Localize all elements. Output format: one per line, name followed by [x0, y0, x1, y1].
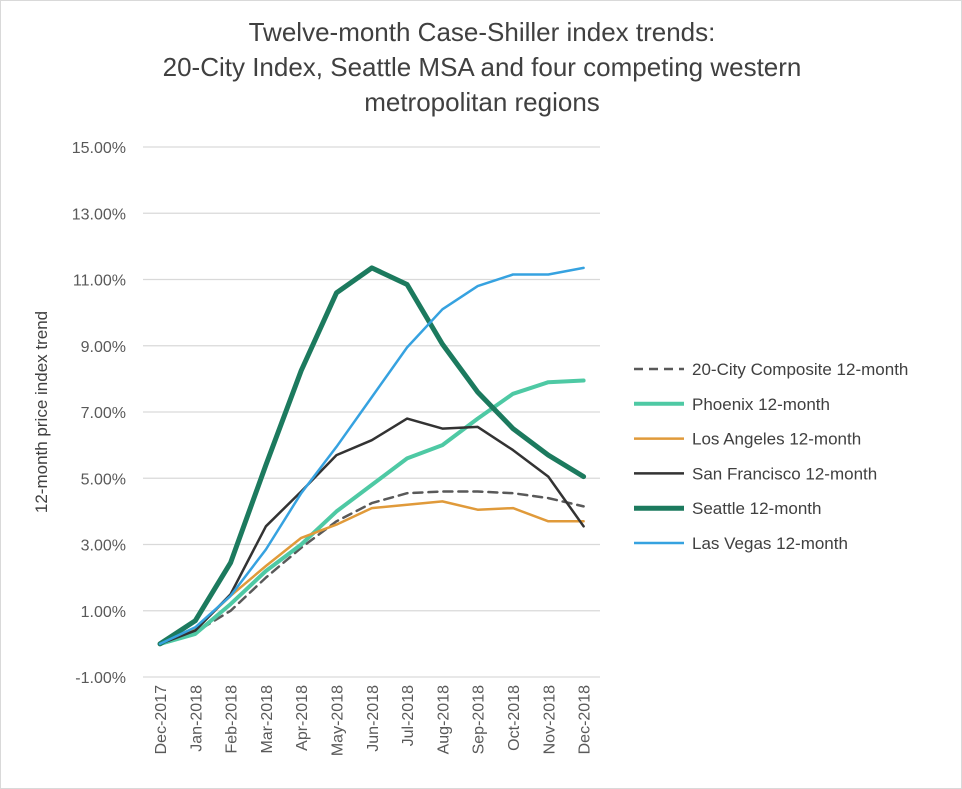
y-tick-label: 11.00%	[73, 273, 126, 290]
legend-entry: Seattle 12-month	[634, 499, 821, 518]
legend-label: 20-City Composite 12-month	[692, 360, 908, 379]
y-tick-label: 7.00%	[81, 405, 126, 422]
gridlines	[143, 146, 600, 678]
x-tick-label: Nov-2018	[541, 685, 558, 754]
x-axis-ticks: Dec-2017 Jan-2018 Feb-2018 Mar-2018 Apr-2018…	[153, 685, 594, 756]
y-axis-ticks: -1.00% 1.00% 3.00% 5.00% 7.00% 9.00% 11.00% 13.…	[72, 140, 126, 687]
series-line-0	[158, 490, 585, 646]
chart-title: Twelve-month Case-Shiller index trends: …	[1, 15, 962, 120]
x-tick-label: Mar-2018	[259, 685, 276, 754]
legend-label: Seattle 12-month	[692, 499, 821, 518]
x-tick-label: Feb-2018	[224, 685, 241, 754]
x-tick-label: Jun-2018	[365, 685, 382, 752]
legend-label: Las Vegas 12-month	[692, 534, 848, 553]
legend-entry: San Francisco 12-month	[634, 464, 877, 483]
x-tick-label: Dec-2018	[577, 685, 594, 754]
x-tick-label: Aug-2018	[435, 685, 452, 754]
x-tick-label: Sep-2018	[471, 685, 488, 754]
x-tick-label: Jul-2018	[400, 685, 417, 746]
chart-title-line-3: metropolitan regions	[364, 87, 600, 117]
chart-title-line-2: 20-City Index, Seattle MSA and four comp…	[162, 52, 802, 82]
y-tick-label: -1.00%	[75, 670, 126, 687]
series-line-1	[158, 378, 586, 646]
y-tick-label: 5.00%	[81, 471, 126, 488]
series-lines	[157, 265, 587, 647]
legend: 20-City Composite 12-month Phoenix 12-mon…	[634, 360, 908, 553]
legend-entry: Phoenix 12-month	[634, 395, 830, 414]
legend-label: Phoenix 12-month	[692, 395, 830, 414]
series-line-5	[158, 266, 585, 646]
y-tick-label: 9.00%	[81, 339, 126, 356]
y-tick-label: 1.00%	[81, 604, 126, 621]
legend-entry: Los Angeles 12-month	[634, 430, 861, 449]
y-tick-label: 13.00%	[72, 206, 126, 223]
legend-entry: 20-City Composite 12-month	[634, 360, 908, 379]
series-line-4	[157, 265, 587, 647]
chart-title-line-1: Twelve-month Case-Shiller index trends:	[248, 17, 716, 47]
x-tick-label: Dec-2017	[153, 685, 170, 754]
y-axis-label: 12-month price index trend	[32, 311, 51, 513]
x-tick-label: Jan-2018	[188, 685, 205, 752]
legend-label: San Francisco 12-month	[692, 464, 877, 483]
y-tick-label: 15.00%	[72, 140, 126, 157]
legend-entry: Las Vegas 12-month	[634, 534, 848, 553]
x-tick-label: Oct-2018	[506, 685, 523, 751]
legend-label: Los Angeles 12-month	[692, 430, 861, 449]
x-tick-label: May-2018	[330, 685, 347, 756]
x-tick-label: Apr-2018	[294, 685, 311, 751]
y-tick-label: 3.00%	[81, 538, 126, 555]
